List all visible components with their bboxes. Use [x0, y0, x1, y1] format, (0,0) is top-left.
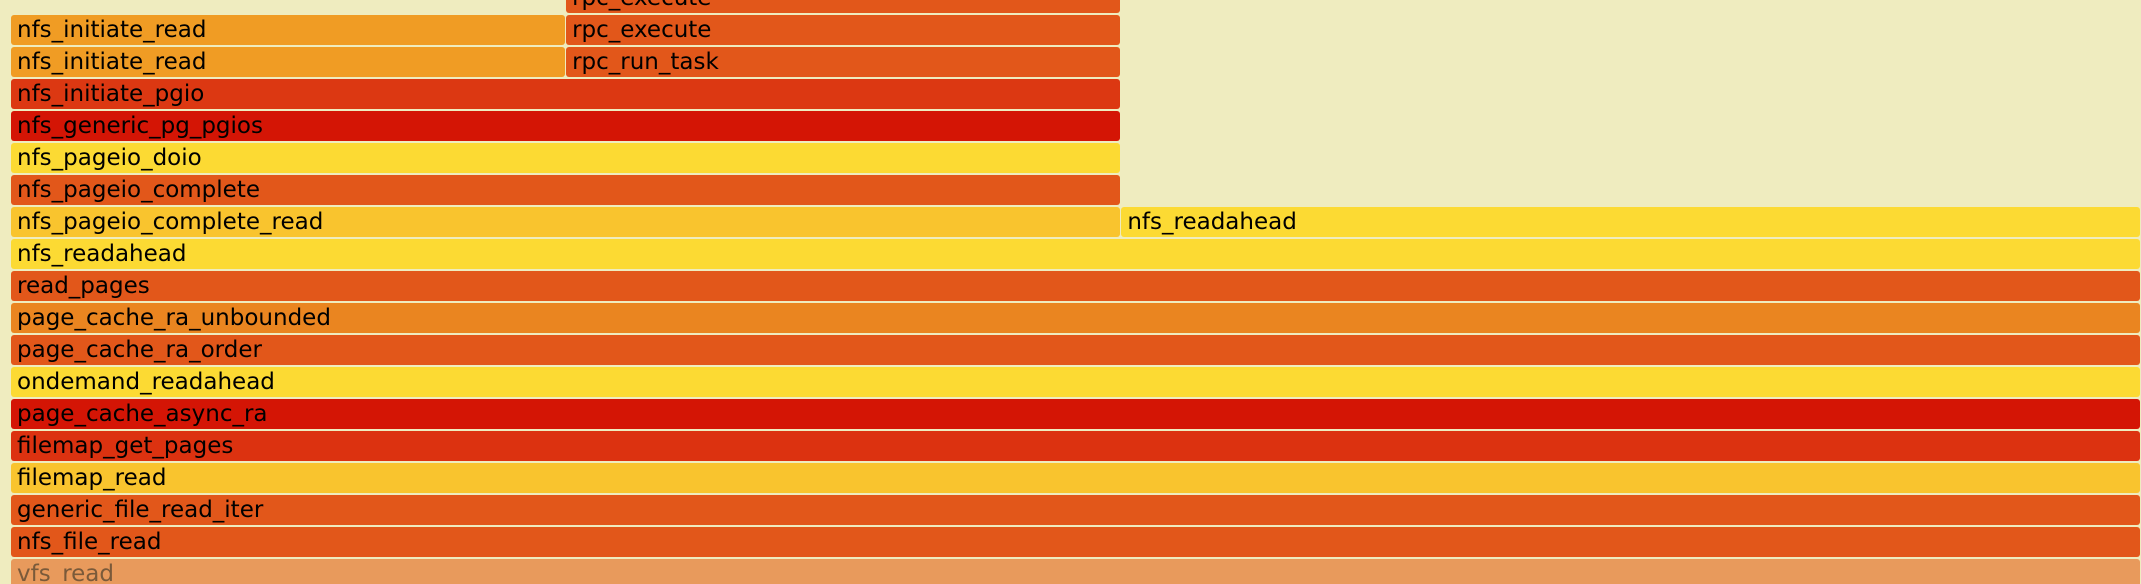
flame-frame[interactable]: nfs_readahead: [1121, 207, 2140, 237]
flame-frame[interactable]: rpc_execute: [566, 0, 1121, 13]
flame-frame[interactable]: filemap_get_pages: [11, 431, 2140, 461]
flame-frame[interactable]: nfs_pageio_doio: [11, 143, 1121, 173]
flame-frame[interactable]: read_pages: [11, 271, 2140, 301]
flame-frame[interactable]: vfs_read: [11, 559, 2140, 584]
flame-frame[interactable]: rpc_run_task: [566, 47, 1121, 77]
flame-frame[interactable]: nfs_initiate_pgio: [11, 79, 1121, 109]
flame-frame[interactable]: ondemand_readahead: [11, 367, 2140, 397]
flame-frame[interactable]: page_cache_ra_unbounded: [11, 303, 2140, 333]
flame-frame[interactable]: nfs_initiate_read: [11, 47, 566, 77]
flame-frame[interactable]: generic_file_read_iter: [11, 495, 2140, 525]
flame-frame[interactable]: page_cache_async_ra: [11, 399, 2140, 429]
flame-frame[interactable]: nfs_generic_pg_pgios: [11, 111, 1121, 141]
flame-frame[interactable]: nfs_pageio_complete_read: [11, 207, 1121, 237]
flame-frame[interactable]: nfs_pageio_complete: [11, 175, 1121, 205]
flame-frame[interactable]: rpc_execute: [566, 15, 1121, 45]
flame-frame[interactable]: nfs_initiate_read: [11, 15, 566, 45]
flame-frame[interactable]: nfs_readahead: [11, 239, 2140, 269]
flame-frame[interactable]: filemap_read: [11, 463, 2140, 493]
flame-frame[interactable]: nfs_file_read: [11, 527, 2140, 557]
flame-frame[interactable]: page_cache_ra_order: [11, 335, 2140, 365]
